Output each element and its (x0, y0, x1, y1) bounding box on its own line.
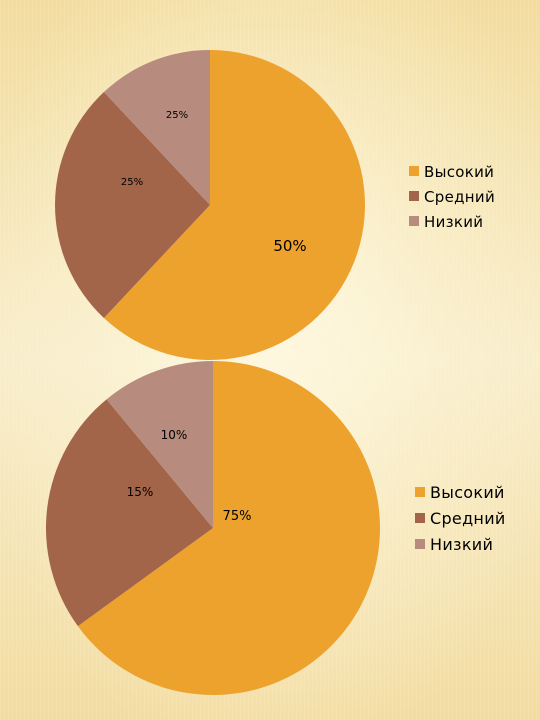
pie2-data-label-high: 75% (223, 509, 252, 524)
pie1-slice-mid (55, 92, 210, 318)
pie1-legend-swatch-low (409, 216, 419, 226)
pie2-legend-swatch-high (415, 487, 425, 497)
pie2-slice-high (77, 361, 380, 695)
pie1-data-label-mid: 25% (121, 177, 143, 188)
pie2-data-label-mid: 15% (127, 485, 154, 499)
pie1-legend-swatch-high (409, 166, 419, 176)
pie-chart-bottom: 75% 15% 10% Высокий Средний Низкий (45, 361, 506, 695)
pie2-legend-swatch-mid (415, 513, 425, 523)
pie1-data-label-low: 25% (166, 110, 188, 121)
pie1-legend-swatch-mid (409, 191, 419, 201)
pie2-legend-swatch-low (415, 539, 425, 549)
pie1-data-label-high: 50% (273, 237, 306, 255)
pie1-legend-label-high: Высокий (424, 163, 494, 181)
pie2-legend-label-high: Высокий (430, 483, 505, 502)
pie2-data-label-low: 10% (161, 428, 188, 442)
pie2-slice-mid (45, 399, 214, 627)
pie2-legend-label-low: Низкий (430, 535, 493, 554)
pie2-slice-low (106, 361, 213, 528)
pie1-legend-label-low: Низкий (424, 213, 483, 231)
pie1-slice-low (103, 50, 210, 205)
pie2-legend-label-mid: Средний (430, 509, 506, 528)
pie1-slice-high (103, 50, 366, 360)
pie-chart-top: 50% 25% 25% Высокий Средний Низкий (55, 50, 495, 360)
pie1-legend-label-mid: Средний (424, 188, 495, 206)
